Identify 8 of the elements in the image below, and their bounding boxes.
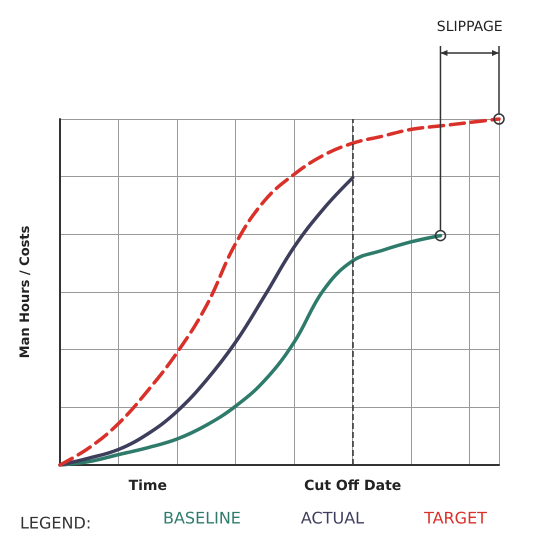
text: ACTUAL: [300, 508, 364, 528]
x-tick-label: Time: [128, 478, 168, 494]
x-tick-label: Cut Off Date: [304, 478, 402, 494]
text: BASELINE: [163, 508, 241, 528]
legend-title: LEGEND:: [20, 514, 92, 532]
text: TARGET: [423, 508, 488, 528]
text: SLIPPAGE: [436, 19, 503, 35]
y-axis-title: Man Hours / Costs: [18, 225, 33, 358]
